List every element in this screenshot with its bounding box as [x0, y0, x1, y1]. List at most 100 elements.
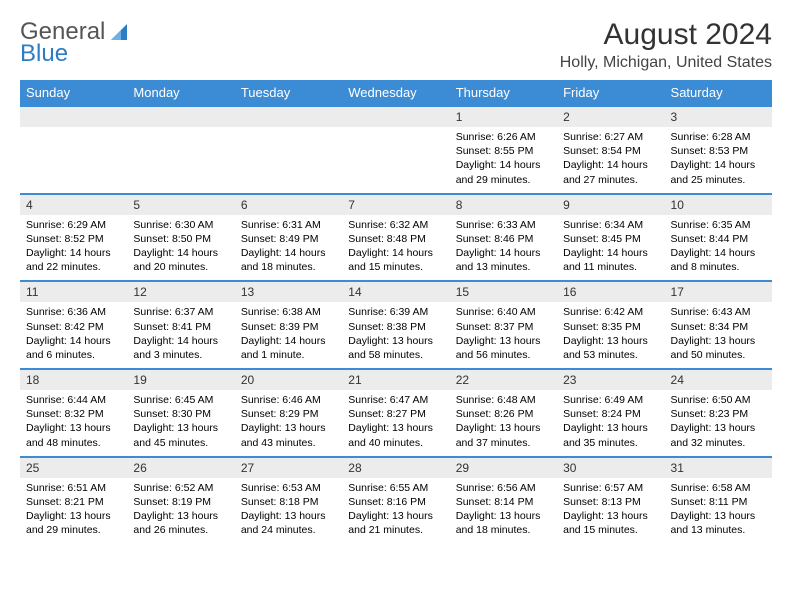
sunrise-text: Sunrise: 6:39 AM	[348, 305, 443, 319]
info-cell: Sunrise: 6:56 AMSunset: 8:14 PMDaylight:…	[450, 478, 557, 544]
info-cell: Sunrise: 6:44 AMSunset: 8:32 PMDaylight:…	[20, 390, 127, 457]
sunrise-text: Sunrise: 6:51 AM	[26, 481, 121, 495]
sunrise-text: Sunrise: 6:45 AM	[133, 393, 228, 407]
date-cell: 27	[235, 457, 342, 478]
week-date-row: 18192021222324	[20, 369, 772, 390]
header: General August 2024 Holly, Michigan, Uni…	[20, 18, 772, 72]
daylight-text: Daylight: 13 hours and 29 minutes.	[26, 509, 121, 537]
info-cell: Sunrise: 6:45 AMSunset: 8:30 PMDaylight:…	[127, 390, 234, 457]
daylight-text: Daylight: 13 hours and 21 minutes.	[348, 509, 443, 537]
info-cell	[127, 127, 234, 194]
date-cell: 28	[342, 457, 449, 478]
date-cell: 23	[557, 369, 664, 390]
daylight-text: Daylight: 13 hours and 13 minutes.	[671, 509, 766, 537]
daylight-text: Daylight: 13 hours and 56 minutes.	[456, 334, 551, 362]
date-cell: 24	[665, 369, 772, 390]
date-cell: 14	[342, 281, 449, 302]
daylight-text: Daylight: 13 hours and 53 minutes.	[563, 334, 658, 362]
sunrise-text: Sunrise: 6:35 AM	[671, 218, 766, 232]
sunrise-text: Sunrise: 6:40 AM	[456, 305, 551, 319]
info-cell: Sunrise: 6:27 AMSunset: 8:54 PMDaylight:…	[557, 127, 664, 194]
daylight-text: Daylight: 14 hours and 22 minutes.	[26, 246, 121, 274]
sunset-text: Sunset: 8:42 PM	[26, 320, 121, 334]
date-cell: 4	[20, 194, 127, 215]
info-cell: Sunrise: 6:58 AMSunset: 8:11 PMDaylight:…	[665, 478, 772, 544]
daylight-text: Daylight: 14 hours and 13 minutes.	[456, 246, 551, 274]
day-header-mon: Monday	[127, 80, 234, 106]
sunset-text: Sunset: 8:16 PM	[348, 495, 443, 509]
day-header-tue: Tuesday	[235, 80, 342, 106]
date-cell: 12	[127, 281, 234, 302]
sunset-text: Sunset: 8:50 PM	[133, 232, 228, 246]
date-cell: 16	[557, 281, 664, 302]
sunset-text: Sunset: 8:19 PM	[133, 495, 228, 509]
info-cell: Sunrise: 6:47 AMSunset: 8:27 PMDaylight:…	[342, 390, 449, 457]
week-info-row: Sunrise: 6:44 AMSunset: 8:32 PMDaylight:…	[20, 390, 772, 457]
date-cell: 20	[235, 369, 342, 390]
info-cell: Sunrise: 6:33 AMSunset: 8:46 PMDaylight:…	[450, 215, 557, 282]
daylight-text: Daylight: 14 hours and 15 minutes.	[348, 246, 443, 274]
sunrise-text: Sunrise: 6:47 AM	[348, 393, 443, 407]
sunrise-text: Sunrise: 6:38 AM	[241, 305, 336, 319]
sunrise-text: Sunrise: 6:26 AM	[456, 130, 551, 144]
daylight-text: Daylight: 13 hours and 40 minutes.	[348, 421, 443, 449]
sunrise-text: Sunrise: 6:52 AM	[133, 481, 228, 495]
daylight-text: Daylight: 14 hours and 3 minutes.	[133, 334, 228, 362]
sunrise-text: Sunrise: 6:42 AM	[563, 305, 658, 319]
sunset-text: Sunset: 8:37 PM	[456, 320, 551, 334]
sail-icon	[109, 22, 131, 42]
sunrise-text: Sunrise: 6:57 AM	[563, 481, 658, 495]
sunrise-text: Sunrise: 6:37 AM	[133, 305, 228, 319]
sunset-text: Sunset: 8:53 PM	[671, 144, 766, 158]
sunset-text: Sunset: 8:14 PM	[456, 495, 551, 509]
sunset-text: Sunset: 8:44 PM	[671, 232, 766, 246]
sunset-text: Sunset: 8:45 PM	[563, 232, 658, 246]
info-cell: Sunrise: 6:57 AMSunset: 8:13 PMDaylight:…	[557, 478, 664, 544]
info-cell: Sunrise: 6:37 AMSunset: 8:41 PMDaylight:…	[127, 302, 234, 369]
calendar-table: Sunday Monday Tuesday Wednesday Thursday…	[20, 80, 772, 543]
date-cell	[20, 106, 127, 127]
info-cell: Sunrise: 6:26 AMSunset: 8:55 PMDaylight:…	[450, 127, 557, 194]
sunrise-text: Sunrise: 6:33 AM	[456, 218, 551, 232]
day-header-row: Sunday Monday Tuesday Wednesday Thursday…	[20, 80, 772, 106]
info-cell	[235, 127, 342, 194]
info-cell: Sunrise: 6:35 AMSunset: 8:44 PMDaylight:…	[665, 215, 772, 282]
day-header-fri: Friday	[557, 80, 664, 106]
date-cell: 6	[235, 194, 342, 215]
date-cell: 2	[557, 106, 664, 127]
week-info-row: Sunrise: 6:51 AMSunset: 8:21 PMDaylight:…	[20, 478, 772, 544]
sunset-text: Sunset: 8:34 PM	[671, 320, 766, 334]
sunset-text: Sunset: 8:29 PM	[241, 407, 336, 421]
sunset-text: Sunset: 8:41 PM	[133, 320, 228, 334]
info-cell: Sunrise: 6:28 AMSunset: 8:53 PMDaylight:…	[665, 127, 772, 194]
sunrise-text: Sunrise: 6:34 AM	[563, 218, 658, 232]
daylight-text: Daylight: 14 hours and 27 minutes.	[563, 158, 658, 186]
date-cell: 17	[665, 281, 772, 302]
date-cell: 26	[127, 457, 234, 478]
date-cell	[127, 106, 234, 127]
date-cell: 30	[557, 457, 664, 478]
daylight-text: Daylight: 14 hours and 8 minutes.	[671, 246, 766, 274]
sunset-text: Sunset: 8:38 PM	[348, 320, 443, 334]
info-cell: Sunrise: 6:52 AMSunset: 8:19 PMDaylight:…	[127, 478, 234, 544]
daylight-text: Daylight: 13 hours and 18 minutes.	[456, 509, 551, 537]
title-block: August 2024 Holly, Michigan, United Stat…	[560, 18, 772, 72]
location: Holly, Michigan, United States	[560, 54, 772, 72]
week-info-row: Sunrise: 6:29 AMSunset: 8:52 PMDaylight:…	[20, 215, 772, 282]
info-cell: Sunrise: 6:32 AMSunset: 8:48 PMDaylight:…	[342, 215, 449, 282]
info-cell	[20, 127, 127, 194]
week-info-row: Sunrise: 6:36 AMSunset: 8:42 PMDaylight:…	[20, 302, 772, 369]
daylight-text: Daylight: 13 hours and 43 minutes.	[241, 421, 336, 449]
info-cell: Sunrise: 6:34 AMSunset: 8:45 PMDaylight:…	[557, 215, 664, 282]
info-cell: Sunrise: 6:48 AMSunset: 8:26 PMDaylight:…	[450, 390, 557, 457]
week-date-row: 25262728293031	[20, 457, 772, 478]
info-cell: Sunrise: 6:31 AMSunset: 8:49 PMDaylight:…	[235, 215, 342, 282]
sunset-text: Sunset: 8:11 PM	[671, 495, 766, 509]
date-cell: 7	[342, 194, 449, 215]
info-cell: Sunrise: 6:50 AMSunset: 8:23 PMDaylight:…	[665, 390, 772, 457]
daylight-text: Daylight: 14 hours and 1 minute.	[241, 334, 336, 362]
date-cell: 8	[450, 194, 557, 215]
sunrise-text: Sunrise: 6:48 AM	[456, 393, 551, 407]
daylight-text: Daylight: 14 hours and 6 minutes.	[26, 334, 121, 362]
daylight-text: Daylight: 14 hours and 29 minutes.	[456, 158, 551, 186]
